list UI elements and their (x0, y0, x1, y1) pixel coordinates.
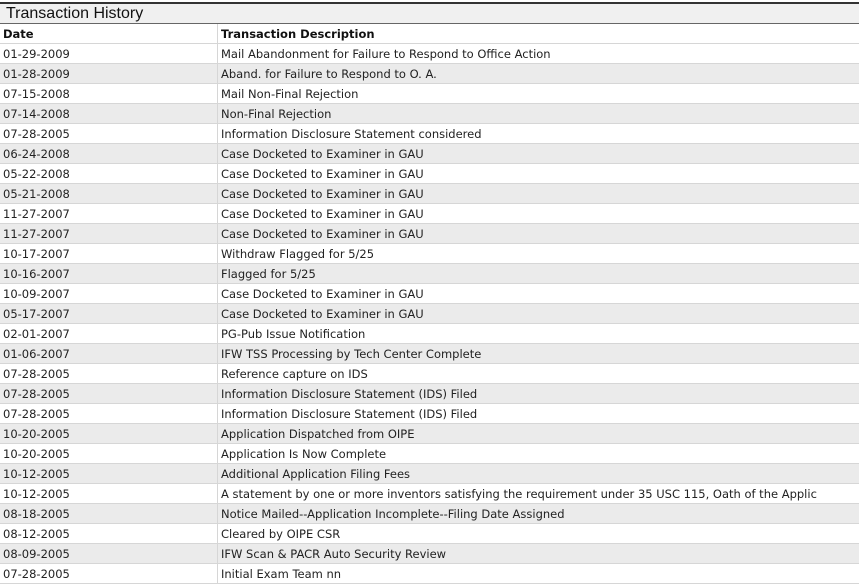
date-cell: 01-28-2009 (0, 64, 218, 84)
table-row: 11-27-2007Case Docketed to Examiner in G… (0, 224, 859, 244)
table-row: 07-28-2005Information Disclosure Stateme… (0, 124, 859, 144)
description-cell: Non-Final Rejection (218, 104, 859, 124)
date-cell: 11-27-2007 (0, 224, 218, 244)
table-row: 10-12-2005Additional Application Filing … (0, 464, 859, 484)
description-cell: Case Docketed to Examiner in GAU (218, 144, 859, 164)
date-cell: 08-09-2005 (0, 544, 218, 564)
date-cell: 07-28-2005 (0, 404, 218, 424)
table-row: 10-16-2007Flagged for 5/25 (0, 264, 859, 284)
table-row: 10-09-2007Case Docketed to Examiner in G… (0, 284, 859, 304)
description-cell: Application Dispatched from OIPE (218, 424, 859, 444)
table-row: 07-28-2005Reference capture on IDS (0, 364, 859, 384)
description-cell: Withdraw Flagged for 5/25 (218, 244, 859, 264)
table-row: 02-01-2007PG-Pub Issue Notification (0, 324, 859, 344)
date-cell: 10-09-2007 (0, 284, 218, 304)
transaction-table: Date Transaction Description 01-29-2009M… (0, 24, 859, 584)
panel-title: Transaction History (0, 2, 859, 24)
description-cell: Aband. for Failure to Respond to O. A. (218, 64, 859, 84)
date-cell: 11-27-2007 (0, 204, 218, 224)
description-cell: PG-Pub Issue Notification (218, 324, 859, 344)
transaction-history-panel: Transaction History Date Transaction Des… (0, 0, 859, 584)
date-cell: 10-12-2005 (0, 464, 218, 484)
description-cell: Mail Abandonment for Failure to Respond … (218, 44, 859, 64)
table-row: 01-29-2009Mail Abandonment for Failure t… (0, 44, 859, 64)
description-cell: IFW TSS Processing by Tech Center Comple… (218, 344, 859, 364)
table-row: 08-09-2005IFW Scan & PACR Auto Security … (0, 544, 859, 564)
table-row: 08-18-2005Notice Mailed--Application Inc… (0, 504, 859, 524)
description-cell: Notice Mailed--Application Incomplete--F… (218, 504, 859, 524)
table-row: 11-27-2007Case Docketed to Examiner in G… (0, 204, 859, 224)
table-row: 08-12-2005Cleared by OIPE CSR (0, 524, 859, 544)
description-cell: A statement by one or more inventors sat… (218, 484, 859, 504)
table-row: 10-12-2005A statement by one or more inv… (0, 484, 859, 504)
date-cell: 05-17-2007 (0, 304, 218, 324)
description-cell: Initial Exam Team nn (218, 564, 859, 584)
description-cell: Additional Application Filing Fees (218, 464, 859, 484)
date-cell: 10-12-2005 (0, 484, 218, 504)
table-row: 07-28-2005Information Disclosure Stateme… (0, 404, 859, 424)
table-body: 01-29-2009Mail Abandonment for Failure t… (0, 44, 859, 584)
column-header-date: Date (0, 24, 218, 44)
date-cell: 07-28-2005 (0, 364, 218, 384)
date-cell: 02-01-2007 (0, 324, 218, 344)
description-cell: Flagged for 5/25 (218, 264, 859, 284)
date-cell: 07-28-2005 (0, 124, 218, 144)
date-cell: 10-17-2007 (0, 244, 218, 264)
description-cell: Information Disclosure Statement (IDS) F… (218, 384, 859, 404)
description-cell: Mail Non-Final Rejection (218, 84, 859, 104)
date-cell: 01-29-2009 (0, 44, 218, 64)
description-cell: Information Disclosure Statement conside… (218, 124, 859, 144)
description-cell: Case Docketed to Examiner in GAU (218, 184, 859, 204)
date-cell: 10-16-2007 (0, 264, 218, 284)
date-cell: 08-12-2005 (0, 524, 218, 544)
table-row: 07-28-2005Initial Exam Team nn (0, 564, 859, 584)
description-cell: Case Docketed to Examiner in GAU (218, 164, 859, 184)
table-row: 01-28-2009Aband. for Failure to Respond … (0, 64, 859, 84)
table-row: 10-17-2007Withdraw Flagged for 5/25 (0, 244, 859, 264)
date-cell: 07-14-2008 (0, 104, 218, 124)
table-header-row: Date Transaction Description (0, 24, 859, 44)
table-row: 10-20-2005Application Dispatched from OI… (0, 424, 859, 444)
table-row: 05-17-2007Case Docketed to Examiner in G… (0, 304, 859, 324)
description-cell: Reference capture on IDS (218, 364, 859, 384)
description-cell: Information Disclosure Statement (IDS) F… (218, 404, 859, 424)
date-cell: 10-20-2005 (0, 424, 218, 444)
date-cell: 01-06-2007 (0, 344, 218, 364)
date-cell: 08-18-2005 (0, 504, 218, 524)
description-cell: Application Is Now Complete (218, 444, 859, 464)
table-row: 05-21-2008Case Docketed to Examiner in G… (0, 184, 859, 204)
table-row: 06-24-2008Case Docketed to Examiner in G… (0, 144, 859, 164)
date-cell: 10-20-2005 (0, 444, 218, 464)
description-cell: IFW Scan & PACR Auto Security Review (218, 544, 859, 564)
description-cell: Case Docketed to Examiner in GAU (218, 224, 859, 244)
table-row: 10-20-2005Application Is Now Complete (0, 444, 859, 464)
table-row: 07-15-2008Mail Non-Final Rejection (0, 84, 859, 104)
date-cell: 05-21-2008 (0, 184, 218, 204)
description-cell: Case Docketed to Examiner in GAU (218, 304, 859, 324)
date-cell: 07-28-2005 (0, 564, 218, 584)
date-cell: 06-24-2008 (0, 144, 218, 164)
description-cell: Case Docketed to Examiner in GAU (218, 284, 859, 304)
description-cell: Case Docketed to Examiner in GAU (218, 204, 859, 224)
column-header-description: Transaction Description (218, 24, 859, 44)
description-cell: Cleared by OIPE CSR (218, 524, 859, 544)
table-row: 07-14-2008Non-Final Rejection (0, 104, 859, 124)
date-cell: 07-28-2005 (0, 384, 218, 404)
date-cell: 07-15-2008 (0, 84, 218, 104)
table-row: 01-06-2007IFW TSS Processing by Tech Cen… (0, 344, 859, 364)
date-cell: 05-22-2008 (0, 164, 218, 184)
table-row: 07-28-2005Information Disclosure Stateme… (0, 384, 859, 404)
table-row: 05-22-2008Case Docketed to Examiner in G… (0, 164, 859, 184)
